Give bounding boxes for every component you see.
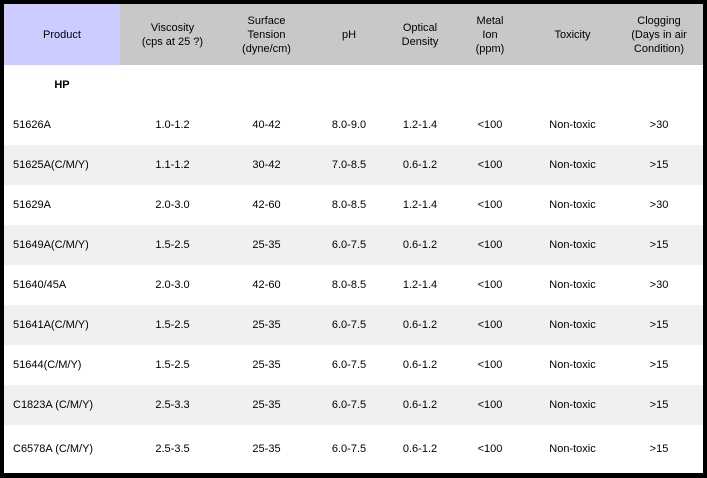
table-row: 51644(C/M/Y) 1.5-2.5 25-35 6.0-7.5 0.6-1…	[4, 345, 703, 385]
cell-optical-density: 1.2-1.4	[390, 265, 450, 305]
cell-ph: 6.0-7.5	[308, 385, 390, 425]
cell-surface-tension: 25-35	[225, 345, 308, 385]
cell-toxicity: Non-toxic	[530, 145, 615, 185]
cell-surface-tension: 30-42	[225, 145, 308, 185]
cell-product: 51629A	[4, 185, 120, 225]
cell-ph: 6.0-7.5	[308, 225, 390, 265]
cell-optical-density: 1.2-1.4	[390, 185, 450, 225]
cell-clogging: >30	[615, 185, 703, 225]
cell-product: C1823A (C/M/Y)	[4, 385, 120, 425]
cell-clogging: >15	[615, 305, 703, 345]
cell-product: 51625A(C/M/Y)	[4, 145, 120, 185]
cell-clogging: >15	[615, 145, 703, 185]
cell-viscosity: 2.0-3.0	[120, 185, 225, 225]
column-header-ph: pH	[308, 4, 390, 65]
cell-clogging: >15	[615, 225, 703, 265]
cell-viscosity: 1.1-1.2	[120, 145, 225, 185]
cell-product: 51640/45A	[4, 265, 120, 305]
cell-toxicity: Non-toxic	[530, 185, 615, 225]
cell-optical-density: 1.2-1.4	[390, 105, 450, 145]
column-header-surface-tension: Surface Tension (dyne/cm)	[225, 4, 308, 65]
cell-product: 51626A	[4, 105, 120, 145]
cell-product: C6578A (C/M/Y)	[4, 425, 120, 473]
column-header-viscosity: Viscosity (cps at 25 ?)	[120, 4, 225, 65]
table-header: Product Viscosity (cps at 25 ?) Surface …	[4, 4, 703, 65]
cell-clogging: >15	[615, 345, 703, 385]
cell-toxicity: Non-toxic	[530, 345, 615, 385]
cell-viscosity: 1.5-2.5	[120, 345, 225, 385]
cell-ph: 7.0-8.5	[308, 145, 390, 185]
cell-toxicity: Non-toxic	[530, 225, 615, 265]
cell-viscosity: 2.5-3.3	[120, 385, 225, 425]
table-row: 51641A(C/M/Y) 1.5-2.5 25-35 6.0-7.5 0.6-…	[4, 305, 703, 345]
column-header-metal-ion: Metal Ion (ppm)	[450, 4, 530, 65]
cell-metal-ion: <100	[450, 265, 530, 305]
table-body: 51626A 1.0-1.2 40-42 8.0-9.0 1.2-1.4 <10…	[4, 105, 703, 473]
cell-toxicity: Non-toxic	[530, 425, 615, 473]
cell-metal-ion: <100	[450, 385, 530, 425]
column-header-clogging: Clogging (Days in air Condition)	[615, 4, 703, 65]
cell-toxicity: Non-toxic	[530, 305, 615, 345]
cell-clogging: >15	[615, 425, 703, 473]
cell-optical-density: 0.6-1.2	[390, 385, 450, 425]
cell-surface-tension: 25-35	[225, 385, 308, 425]
cell-viscosity: 2.0-3.0	[120, 265, 225, 305]
cell-metal-ion: <100	[450, 105, 530, 145]
table-row: C1823A (C/M/Y) 2.5-3.3 25-35 6.0-7.5 0.6…	[4, 385, 703, 425]
cell-metal-ion: <100	[450, 185, 530, 225]
cell-metal-ion: <100	[450, 425, 530, 473]
cell-toxicity: Non-toxic	[530, 105, 615, 145]
cell-viscosity: 1.0-1.2	[120, 105, 225, 145]
cell-viscosity: 2.5-3.5	[120, 425, 225, 473]
section-label-hp: HP	[4, 65, 120, 105]
cell-clogging: >30	[615, 265, 703, 305]
cell-toxicity: Non-toxic	[530, 265, 615, 305]
cell-ph: 8.0-9.0	[308, 105, 390, 145]
column-header-product: Product	[4, 4, 120, 65]
table-row: 51649A(C/M/Y) 1.5-2.5 25-35 6.0-7.5 0.6-…	[4, 225, 703, 265]
cell-clogging: >15	[615, 385, 703, 425]
cell-optical-density: 0.6-1.2	[390, 345, 450, 385]
cell-viscosity: 1.5-2.5	[120, 305, 225, 345]
cell-surface-tension: 42-60	[225, 185, 308, 225]
cell-metal-ion: <100	[450, 305, 530, 345]
cell-viscosity: 1.5-2.5	[120, 225, 225, 265]
section-empty-cell	[120, 65, 703, 105]
cell-surface-tension: 25-35	[225, 225, 308, 265]
cell-ph: 8.0-8.5	[308, 265, 390, 305]
ink-spec-table: Product Viscosity (cps at 25 ?) Surface …	[4, 4, 703, 473]
section-body: HP	[4, 65, 703, 105]
cell-ph: 6.0-7.5	[308, 425, 390, 473]
cell-ph: 8.0-8.5	[308, 185, 390, 225]
cell-ph: 6.0-7.5	[308, 305, 390, 345]
header-row: Product Viscosity (cps at 25 ?) Surface …	[4, 4, 703, 65]
cell-metal-ion: <100	[450, 145, 530, 185]
table-row: 51625A(C/M/Y) 1.1-1.2 30-42 7.0-8.5 0.6-…	[4, 145, 703, 185]
cell-surface-tension: 25-35	[225, 425, 308, 473]
cell-clogging: >30	[615, 105, 703, 145]
cell-metal-ion: <100	[450, 225, 530, 265]
cell-product: 51644(C/M/Y)	[4, 345, 120, 385]
cell-ph: 6.0-7.5	[308, 345, 390, 385]
table-row: C6578A (C/M/Y) 2.5-3.5 25-35 6.0-7.5 0.6…	[4, 425, 703, 473]
column-header-toxicity: Toxicity	[530, 4, 615, 65]
table-row: 51626A 1.0-1.2 40-42 8.0-9.0 1.2-1.4 <10…	[4, 105, 703, 145]
cell-optical-density: 0.6-1.2	[390, 425, 450, 473]
cell-surface-tension: 25-35	[225, 305, 308, 345]
column-header-optical-density: Optical Density	[390, 4, 450, 65]
cell-surface-tension: 40-42	[225, 105, 308, 145]
cell-optical-density: 0.6-1.2	[390, 305, 450, 345]
cell-toxicity: Non-toxic	[530, 385, 615, 425]
cell-product: 51641A(C/M/Y)	[4, 305, 120, 345]
cell-optical-density: 0.6-1.2	[390, 145, 450, 185]
table-row: 51640/45A 2.0-3.0 42-60 8.0-8.5 1.2-1.4 …	[4, 265, 703, 305]
section-row-hp: HP	[4, 65, 703, 105]
cell-optical-density: 0.6-1.2	[390, 225, 450, 265]
cell-product: 51649A(C/M/Y)	[4, 225, 120, 265]
table-row: 51629A 2.0-3.0 42-60 8.0-8.5 1.2-1.4 <10…	[4, 185, 703, 225]
cell-metal-ion: <100	[450, 345, 530, 385]
cell-surface-tension: 42-60	[225, 265, 308, 305]
